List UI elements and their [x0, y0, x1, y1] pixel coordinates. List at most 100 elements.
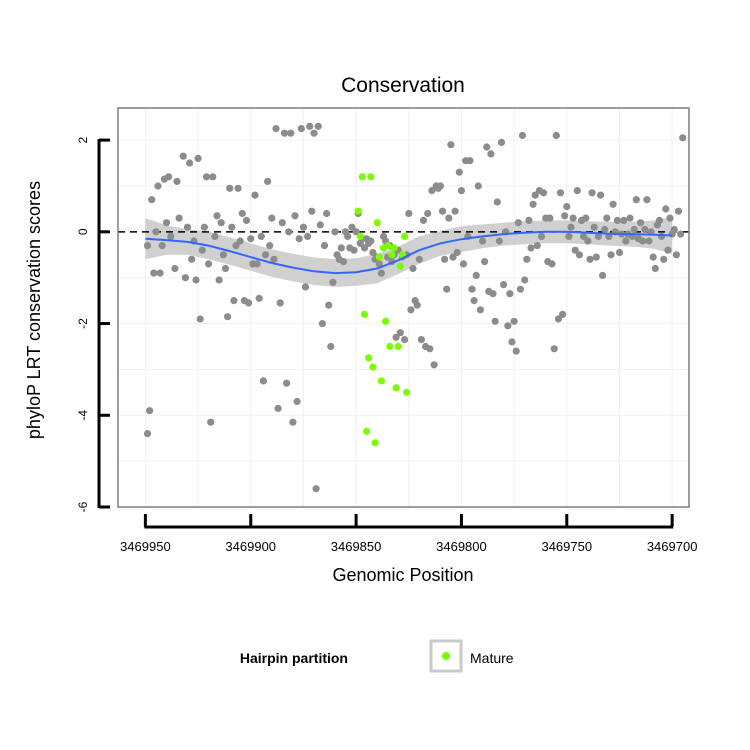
data-point-other — [590, 223, 598, 231]
data-point-other — [453, 248, 461, 257]
data-point-other — [516, 285, 525, 293]
data-point-other — [213, 212, 221, 220]
data-point-mature — [356, 232, 364, 240]
data-point-other — [360, 244, 369, 252]
data-point-other — [540, 189, 548, 197]
data-point-other — [582, 214, 590, 222]
legend: Hairpin partition Mature — [240, 639, 514, 673]
data-point-other — [234, 184, 242, 192]
data-point-other — [552, 131, 560, 140]
data-point-other — [367, 237, 375, 245]
data-point-other — [230, 297, 238, 305]
data-point-other — [392, 333, 400, 341]
data-point-other — [152, 228, 160, 236]
data-point-other — [280, 129, 289, 137]
data-point-other — [550, 345, 558, 353]
data-point-other — [167, 232, 175, 240]
data-point-other — [291, 212, 299, 220]
data-point-mature — [373, 219, 381, 227]
data-point-other — [632, 196, 640, 204]
data-point-mature — [354, 207, 362, 215]
data-point-other — [194, 154, 202, 162]
data-point-other — [491, 317, 499, 325]
data-point-other — [424, 209, 432, 218]
data-point-mature — [363, 427, 371, 435]
data-point-other — [554, 315, 563, 323]
data-point-other — [154, 182, 162, 190]
data-point-other — [198, 246, 206, 254]
data-point-other — [508, 338, 516, 346]
data-point-other — [569, 214, 577, 222]
data-point-other — [468, 285, 476, 293]
data-point-other — [512, 347, 520, 355]
data-point-other — [573, 187, 581, 195]
data-point-other — [320, 242, 329, 250]
legend-mature-dot — [442, 652, 450, 660]
data-point-mature — [390, 244, 398, 252]
data-point-other — [584, 237, 592, 245]
data-point-other — [483, 143, 491, 151]
data-point-other — [253, 260, 261, 268]
grid — [118, 108, 689, 508]
legend-key-box — [429, 639, 463, 673]
data-point-other — [658, 232, 666, 240]
data-point-other — [232, 242, 240, 250]
data-point-other — [329, 278, 337, 286]
points-other — [143, 122, 687, 493]
data-point-other — [274, 404, 282, 412]
data-point-other — [293, 397, 301, 406]
data-point-other — [599, 271, 607, 279]
data-point-other — [563, 203, 571, 211]
data-point-other — [607, 251, 615, 259]
data-point-other — [405, 209, 413, 218]
data-point-other — [238, 209, 246, 218]
data-point-other — [630, 225, 638, 234]
data-point-other — [426, 345, 434, 353]
data-point-other — [510, 317, 518, 325]
data-point-mature — [375, 253, 383, 261]
data-point-other — [474, 182, 482, 190]
x-tick-label: 3469850 — [331, 539, 382, 554]
data-point-other — [205, 260, 213, 268]
data-point-other — [476, 306, 484, 314]
data-point-other — [451, 207, 459, 215]
data-point-mature — [396, 262, 404, 270]
data-point-other — [396, 329, 404, 337]
data-point-other — [438, 207, 447, 215]
data-point-mature — [386, 342, 394, 351]
data-point-other — [301, 283, 310, 291]
data-point-other — [417, 336, 425, 344]
data-point-other — [531, 191, 539, 199]
data-point-other — [497, 138, 506, 146]
data-point-other — [331, 228, 339, 236]
data-point-other — [565, 232, 573, 240]
data-point-other — [247, 235, 255, 243]
data-point-other — [146, 407, 154, 415]
data-point-mature — [403, 388, 411, 396]
data-point-other — [472, 271, 480, 279]
data-point-other — [518, 131, 527, 140]
x-tick-label: 3469950 — [120, 539, 171, 554]
data-point-other — [666, 214, 674, 222]
data-point-other — [441, 255, 449, 263]
data-point-other — [643, 196, 651, 204]
data-point-other — [470, 297, 478, 305]
data-point-other — [236, 237, 244, 245]
x-axis-label: Genomic Position — [332, 565, 473, 585]
data-point-other — [556, 189, 565, 197]
data-point-other — [409, 264, 417, 273]
data-point-other — [527, 244, 535, 252]
data-point-mature — [382, 317, 390, 325]
data-point-other — [183, 223, 192, 231]
data-point-mature — [360, 310, 369, 318]
data-point-other — [348, 223, 356, 231]
smooth-line — [145, 230, 673, 275]
x-tick-label: 3469800 — [436, 539, 487, 554]
y-tick-label: -6 — [76, 501, 90, 512]
data-point-other — [459, 260, 468, 268]
data-point-other — [257, 232, 265, 240]
data-point-other — [264, 177, 272, 185]
data-point-other — [651, 264, 659, 273]
data-point-other — [413, 301, 421, 309]
data-point-other — [209, 173, 217, 181]
